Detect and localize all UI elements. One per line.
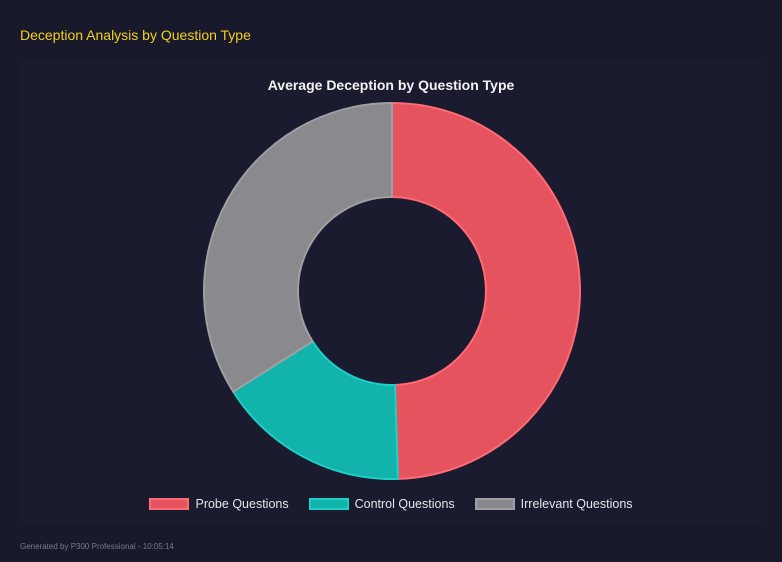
legend-label: Probe Questions — [195, 497, 289, 511]
donut-slice-probe-questions[interactable] — [391, 101, 581, 480]
donut-slice-control-questions[interactable] — [231, 339, 399, 480]
legend-label: Irrelevant Questions — [520, 497, 633, 511]
donut-slice-irrelevant-questions[interactable] — [203, 101, 393, 394]
legend-swatch — [149, 498, 190, 510]
legend-label: Control Questions — [354, 497, 455, 511]
chart-title: Average Deception by Question Type — [267, 77, 515, 93]
legend-item-control[interactable]: Control Questions — [308, 497, 455, 511]
legend-item-probe[interactable]: Probe Questions — [149, 497, 289, 511]
legend-item-irrelevant[interactable]: Irrelevant Questions — [474, 497, 633, 511]
chart-legend: Probe Questions Control Questions Irrele… — [0, 497, 782, 511]
legend-swatch — [308, 498, 349, 510]
page-title: Deception Analysis by Question Type — [20, 27, 251, 43]
legend-swatch — [474, 498, 515, 510]
footer-text: Generated by P300 Professional - 10:05:1… — [20, 542, 174, 551]
